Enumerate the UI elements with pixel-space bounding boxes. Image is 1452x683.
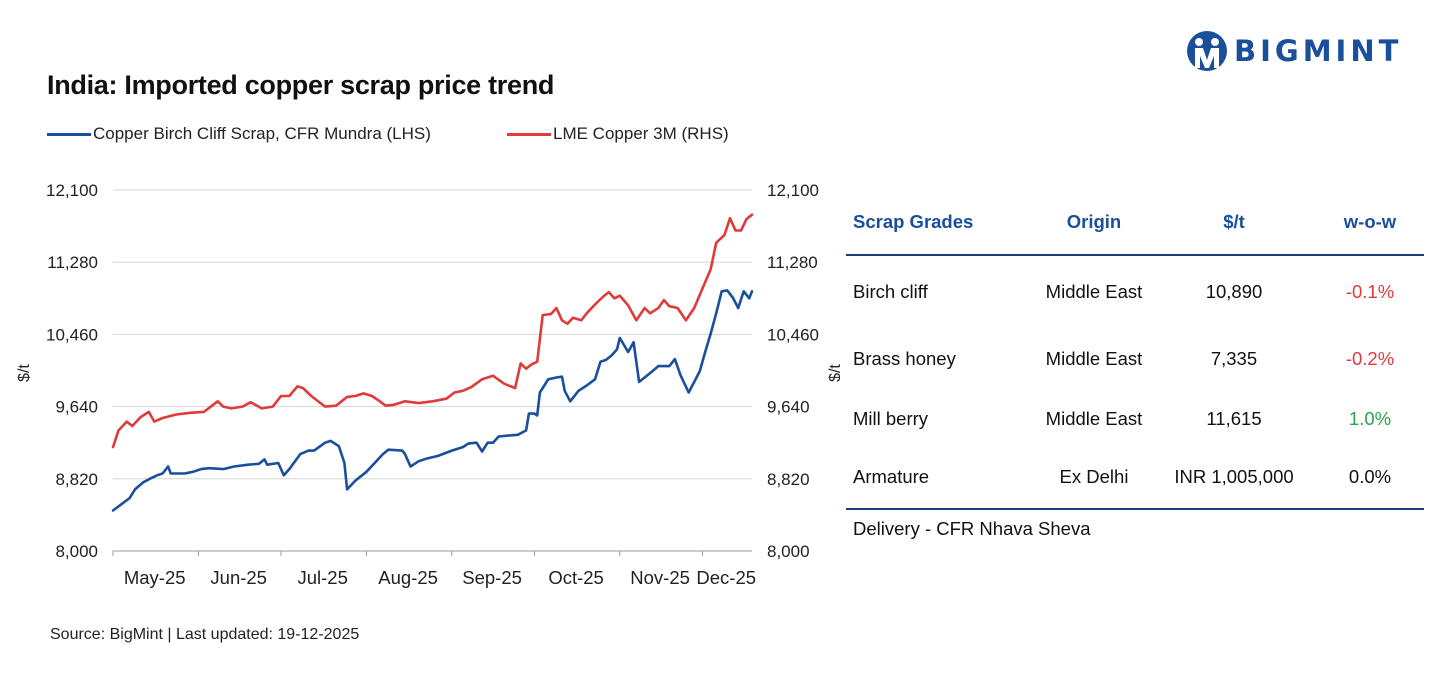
brand-name: BIGMINT — [1234, 34, 1403, 68]
x-tick-label: May-25 — [124, 567, 186, 588]
row-grade: Birch cliff — [853, 281, 928, 302]
table-row: Mill berry Middle East 11,615 1.0% — [846, 408, 1424, 438]
y-tick-label-left: 9,640 — [55, 398, 98, 417]
row-wow: -0.1% — [1345, 281, 1395, 302]
row-grade: Armature — [853, 466, 930, 487]
row-origin: Middle East — [1045, 408, 1143, 429]
y-tick-label-right: 12,100 — [767, 181, 819, 200]
header-price: $/t — [1223, 211, 1245, 232]
row-wow: -0.2% — [1345, 348, 1395, 369]
y-tick-label-right: 11,280 — [767, 253, 818, 272]
legend-label-birch-cliff: Copper Birch Cliff Scrap, CFR Mundra (LH… — [93, 124, 431, 143]
table-header-row: Scrap Grades Origin $/t w-o-w — [846, 211, 1424, 241]
x-tick-label: Aug-25 — [378, 567, 438, 588]
x-tick-label: Sep-25 — [462, 567, 522, 588]
source-note: Source: BigMint | Last updated: 19-12-20… — [50, 626, 360, 643]
header-wow: w-o-w — [1343, 211, 1397, 232]
row-wow: 0.0% — [1348, 466, 1392, 487]
y-tick-label-right: 9,640 — [767, 398, 810, 417]
x-tick-label: Oct-25 — [548, 567, 604, 588]
legend-swatch-blue — [47, 132, 91, 136]
y-tick-label-left: 12,100 — [46, 181, 98, 200]
row-grade: Mill berry — [853, 408, 929, 429]
table-row: Brass honey Middle East 7,335 -0.2% — [846, 348, 1424, 378]
table-footnote: Delivery - CFR Nhava Sheva — [853, 518, 1091, 539]
series-line-lme-copper — [111, 213, 754, 449]
y-tick-label-left: 10,460 — [46, 325, 98, 344]
row-grade: Brass honey — [853, 348, 956, 369]
row-price: 11,615 — [1206, 408, 1262, 429]
x-tick-label: Jul-25 — [298, 567, 348, 588]
table-row: Armature Ex Delhi INR 1,005,000 0.0% — [846, 466, 1424, 496]
y-tick-label-right: 8,820 — [767, 470, 810, 489]
row-price: 10,890 — [1205, 281, 1263, 302]
header-origin: Origin — [1066, 211, 1122, 232]
bigmint-logo-icon — [1187, 31, 1227, 71]
series-line-birch-cliff — [111, 289, 754, 512]
row-price: 7,335 — [1210, 348, 1258, 369]
row-wow: 1.0% — [1348, 408, 1392, 429]
line-chart: 8,000 8,000 8,820 8,820 9,640 9,640 10,460 10,4… — [16, 181, 840, 588]
row-origin: Ex Delhi — [1059, 466, 1129, 487]
x-tick-label: Dec-25 — [696, 567, 756, 588]
y-tick-label-right: 8,000 — [767, 542, 810, 561]
legend-label-lme: LME Copper 3M (RHS) — [553, 124, 729, 143]
row-origin: Middle East — [1045, 348, 1143, 369]
y-tick-label-left: 8,820 — [55, 470, 98, 489]
header-scrap-grades: Scrap Grades — [853, 211, 974, 232]
table-header-rule — [846, 254, 1424, 256]
brand-logo: BIGMINT — [1186, 30, 1402, 72]
table-bottom-rule — [846, 508, 1424, 510]
page-title: India: Imported copper scrap price trend — [47, 70, 555, 100]
legend-item-birch-cliff: Copper Birch Cliff Scrap, CFR Mundra (LH… — [47, 124, 431, 144]
y-tick-label-right: 10,460 — [767, 325, 819, 344]
x-tick-label: Jun-25 — [210, 567, 267, 588]
x-tick-label: Nov-25 — [630, 567, 690, 588]
legend-item-lme: LME Copper 3M (RHS) — [507, 124, 729, 144]
y-tick-label-left: 8,000 — [55, 542, 98, 561]
y-tick-label-left: 11,280 — [47, 253, 98, 272]
row-origin: Middle East — [1045, 281, 1143, 302]
row-price: INR 1,005,000 — [1174, 466, 1294, 487]
y-axis-label-left: $/t — [16, 364, 33, 382]
legend-swatch-red — [507, 132, 551, 136]
y-axis-label-right: $/t — [827, 364, 840, 382]
table-row: Birch cliff Middle East 10,890 -0.1% — [846, 281, 1424, 311]
